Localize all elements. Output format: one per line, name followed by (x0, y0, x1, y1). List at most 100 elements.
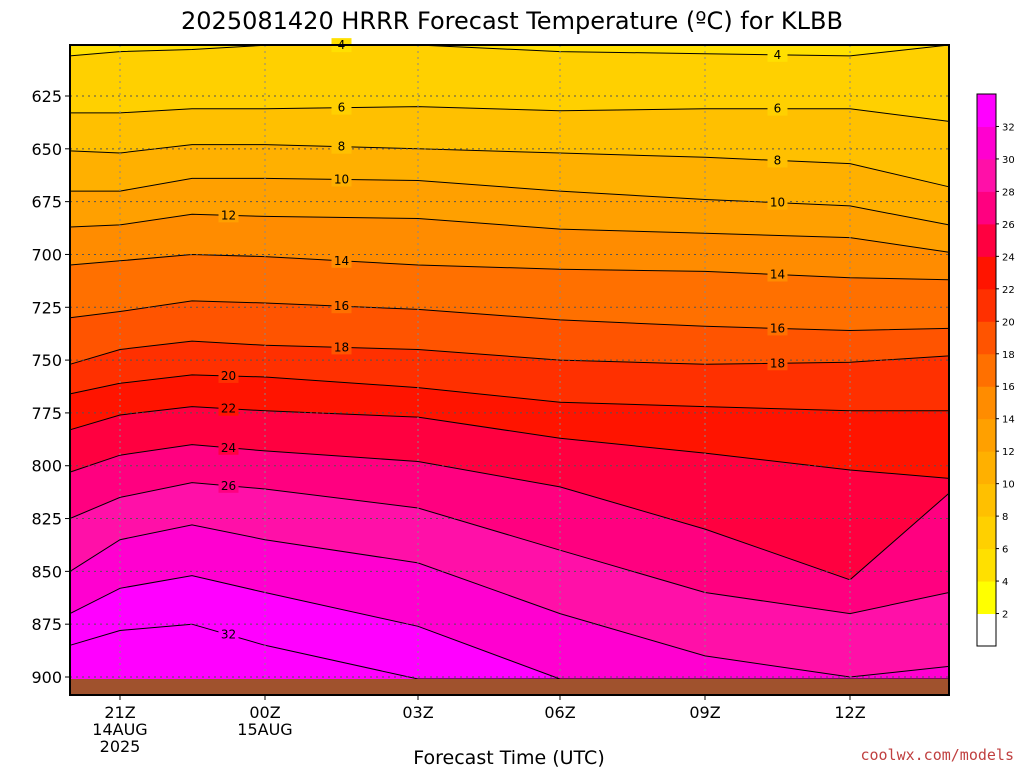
colorbar-tick-label: 8 (1002, 512, 1008, 523)
contour-label: 8 (338, 140, 346, 154)
contour-label-bg (767, 356, 788, 371)
ground-layer (70, 679, 949, 695)
colorbar-segment (977, 418, 996, 452)
x-tick-label: 15AUG (237, 720, 292, 739)
contour-label-bg (218, 208, 239, 223)
ground-band (70, 679, 949, 695)
colorbar-segment (977, 581, 996, 615)
contour-label-bg (767, 47, 788, 62)
contour-label: 16 (770, 321, 785, 335)
contour-label: 18 (770, 356, 785, 370)
colorbar-segment (977, 256, 996, 290)
contour-line-24 (69, 444, 950, 581)
contour-label-bg (331, 340, 352, 355)
contour-label-bg (218, 368, 239, 383)
contour-line-18 (69, 340, 950, 365)
colorbar-tick-label: 4 (1002, 577, 1008, 588)
colorbar-tick-label: 6 (1002, 545, 1008, 556)
colorbar-tick-label: 26 (1002, 220, 1015, 231)
y-tick-label: 700 (31, 245, 62, 264)
x-tick-label: 12Z (834, 703, 865, 722)
contour-label-bg (218, 627, 239, 642)
contour-label-bg (331, 139, 352, 154)
contour-label: 32 (221, 628, 236, 642)
contour-label: 16 (334, 299, 349, 313)
contour-label-bg (218, 478, 239, 493)
chart-title: 2025081420 HRRR Forecast Temperature (ºC… (181, 7, 843, 35)
contour-label: 14 (770, 268, 785, 282)
colorbar-segment (977, 386, 996, 420)
contour-label-bg (767, 267, 788, 282)
colorbar-tick-label: 28 (1002, 187, 1015, 198)
contour-label: 4 (774, 48, 782, 62)
contour-label-bg (767, 153, 788, 168)
contour-label-bg (331, 253, 352, 268)
colorbar-tick-label: 18 (1002, 350, 1015, 361)
colorbar-segment (977, 321, 996, 355)
y-tick-label: 775 (31, 404, 62, 423)
contour-label-bg (331, 100, 352, 115)
contour-line-14 (69, 253, 950, 281)
colorbar-tick-label: 14 (1002, 415, 1015, 426)
contour-label: 12 (221, 208, 236, 222)
y-tick-label: 725 (31, 298, 62, 317)
x-tick-label: 2025 (100, 737, 141, 756)
colorbar-segment (977, 613, 996, 647)
contour-line-12 (69, 213, 950, 253)
y-tick-label: 825 (31, 510, 62, 529)
colorbar-tick-label: 32 (1002, 122, 1015, 133)
y-axis-ticks: 625 650 675 700 725 750 775 800 825 850 875 900 (31, 87, 70, 687)
y-tick-label: 625 (31, 87, 62, 106)
contour-label: 14 (334, 254, 349, 268)
y-tick-label: 875 (31, 615, 62, 634)
colorbar-segment (977, 158, 996, 192)
contour-label: 24 (221, 441, 236, 455)
colorbar-tick-label: 12 (1002, 447, 1015, 458)
fill-band-32 (70, 624, 949, 679)
temperature-fill-layer (70, 45, 949, 680)
contour-label: 26 (221, 479, 236, 493)
colorbar-tick-label: 16 (1002, 382, 1015, 393)
contour-label-bg (767, 101, 788, 116)
colorbar-segment (977, 548, 996, 582)
contour-label: 10 (334, 172, 349, 186)
colorbar-tick-label: 22 (1002, 285, 1015, 296)
y-tick-label: 650 (31, 140, 62, 159)
x-tick-label: 21Z (104, 703, 135, 722)
colorbar-segment (977, 126, 996, 160)
y-tick-label: 800 (31, 457, 62, 476)
x-axis-label: Forecast Time (UTC) (413, 747, 604, 768)
colorbar-tick-label: 24 (1002, 252, 1015, 263)
contour-label-bg (767, 321, 788, 336)
y-tick-label: 850 (31, 562, 62, 581)
colorbar-segment (977, 516, 996, 550)
contour-label: 8 (774, 153, 782, 167)
credit-text: coolwx.com/models (860, 746, 1014, 764)
x-tick-label: 06Z (544, 703, 575, 722)
colorbar-tick-label: 10 (1002, 480, 1015, 491)
colorbar-segment (977, 353, 996, 387)
contour-label-bg (331, 299, 352, 314)
contour-label: 20 (221, 369, 236, 383)
contour-label: 18 (334, 340, 349, 354)
colorbar-frame (976, 93, 997, 647)
y-tick-label: 750 (31, 351, 62, 370)
contour-label: 6 (338, 101, 346, 115)
colorbar-segment (977, 94, 996, 127)
colorbar-segment (977, 223, 996, 257)
x-tick-label: 00Z (249, 703, 280, 722)
contour-label: 6 (774, 102, 782, 116)
y-tick-label: 675 (31, 193, 62, 212)
contour-label-bg (767, 195, 788, 210)
colorbar-tick-label: 20 (1002, 317, 1015, 328)
grid-layer (70, 45, 949, 695)
x-tick-label: 03Z (402, 703, 433, 722)
colorbar-segment (977, 288, 996, 322)
contour-label: 22 (221, 402, 236, 416)
contour-line-10 (70, 177, 950, 226)
plot-frame (69, 44, 950, 696)
x-tick-label: 14AUG (92, 720, 147, 739)
colorbar-segment (977, 451, 996, 485)
